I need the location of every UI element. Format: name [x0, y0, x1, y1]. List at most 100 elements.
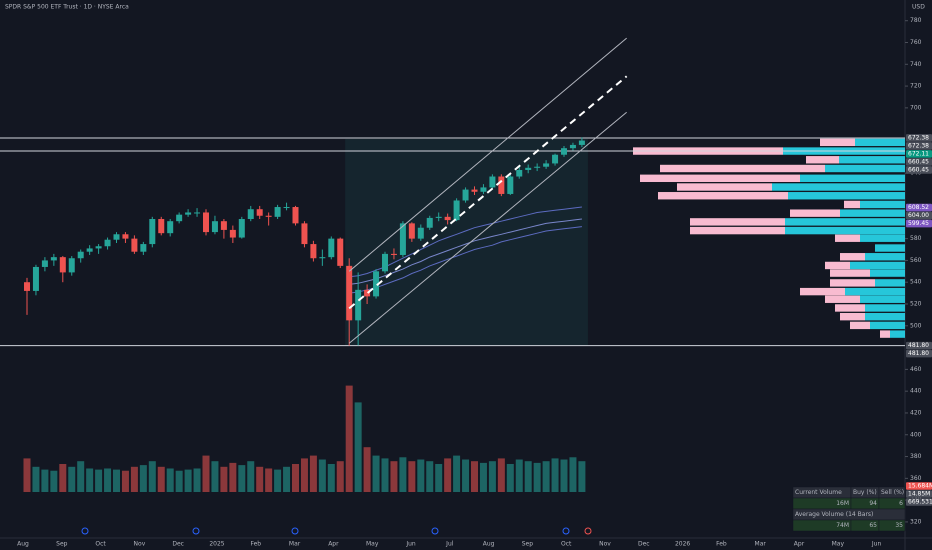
candle-body — [516, 169, 523, 177]
profile-sell-bar — [830, 279, 875, 287]
volume-bar — [59, 464, 67, 492]
x-tick-label: Jun — [405, 541, 416, 548]
x-tick-label: Sep — [522, 541, 534, 548]
profile-sell-bar — [690, 226, 785, 235]
price-label-bg — [906, 166, 932, 174]
y-tick-label: 380 — [910, 453, 922, 460]
volume-bar — [23, 458, 31, 492]
price-label-bg — [906, 150, 932, 158]
candle-body — [176, 214, 183, 222]
volume-bar — [542, 461, 550, 492]
candle-body — [122, 234, 129, 239]
y-tick-label: 460 — [910, 366, 922, 373]
candle-body — [229, 229, 236, 238]
price-label-bg — [906, 203, 932, 212]
profile-buy-bar — [785, 226, 905, 235]
candle-body — [59, 257, 66, 273]
profile-buy-bar — [855, 138, 905, 147]
profile-sell-bar — [830, 269, 870, 277]
price-label: 599.45 — [908, 220, 929, 227]
x-tick-label: Oct — [95, 541, 106, 548]
volume-label: 15.684M — [908, 483, 932, 490]
y-tick-label: 720 — [910, 83, 922, 90]
volume-bar — [524, 461, 532, 492]
volume-bar — [435, 464, 443, 492]
x-tick-label: Apr — [328, 541, 339, 548]
volume-bar — [184, 469, 192, 492]
price-label: 608.52 — [908, 204, 929, 211]
volume-bar — [265, 468, 273, 492]
y-tick-label: 540 — [910, 279, 922, 286]
volume-bar — [533, 462, 541, 492]
volume-bar — [256, 466, 264, 492]
profile-sell-bar — [840, 253, 865, 261]
volume-bar — [300, 458, 308, 492]
candle-body — [283, 207, 290, 209]
price-label: 660.45 — [908, 158, 929, 165]
profile-sell-bar — [840, 312, 865, 321]
x-tick-label: May — [832, 541, 845, 548]
table-text: 94 — [869, 500, 877, 507]
profile-sell-bar — [835, 234, 860, 242]
volume-bar — [68, 466, 76, 492]
volume-bar — [95, 469, 103, 492]
price-label: 604.00 — [908, 212, 929, 219]
price-label-bg — [906, 211, 932, 220]
volume-bar — [408, 461, 416, 492]
x-tick-label: May — [366, 541, 379, 548]
candle-body — [113, 234, 120, 240]
candle-body — [220, 221, 227, 230]
candle-body — [489, 176, 496, 188]
price-label-bg — [906, 219, 932, 228]
x-tick-label: Apr — [794, 541, 805, 548]
volume-bar — [121, 470, 129, 492]
profile-buy-bar — [860, 200, 905, 209]
profile-buy-bar — [865, 253, 905, 261]
x-tick-label: Mar — [755, 541, 767, 548]
candle-body — [50, 257, 57, 261]
candle-body — [310, 244, 317, 259]
candle-body — [408, 223, 415, 239]
volume-bar — [462, 459, 470, 492]
profile-sell-bar — [880, 330, 890, 338]
volume-label: 14.85M — [908, 491, 930, 498]
moving-average — [349, 218, 582, 285]
volume-bar — [229, 462, 237, 492]
volume-label: 669.531K — [908, 499, 932, 506]
event-icons — [81, 527, 592, 535]
profile-buy-bar — [875, 279, 905, 287]
volume-bar — [515, 459, 523, 492]
volume-bar — [327, 464, 335, 492]
profile-buy-bar — [870, 321, 905, 330]
profile-sell-bar — [825, 295, 860, 303]
y-tick-label: 780 — [910, 17, 922, 24]
price-label: 660.45 — [908, 166, 929, 173]
event-icon — [431, 527, 439, 535]
candle-body — [498, 176, 505, 194]
price-label-bg — [906, 134, 932, 142]
candle-body — [319, 257, 326, 259]
candle-body — [292, 207, 299, 224]
candle-body — [453, 200, 460, 221]
candle-body — [77, 251, 84, 259]
profile-sell-bar — [835, 304, 865, 312]
profile-buy-bar — [865, 312, 905, 321]
candle-body — [301, 223, 308, 245]
volume-bar — [578, 461, 586, 492]
event-icon — [584, 527, 592, 535]
volume-bar — [453, 455, 461, 492]
volume-bar — [283, 466, 291, 492]
profile-buy-bar — [850, 261, 905, 270]
candle-body — [95, 246, 102, 249]
x-tick-label: Aug — [17, 541, 29, 548]
y-tick-label: 400 — [910, 431, 922, 438]
table-text: 65 — [869, 522, 877, 529]
channel-upper — [348, 37, 627, 272]
candle-body — [68, 258, 75, 273]
x-tick-label: Nov — [599, 541, 611, 548]
price-label: 672.11 — [908, 150, 929, 157]
candle-body — [534, 166, 541, 168]
